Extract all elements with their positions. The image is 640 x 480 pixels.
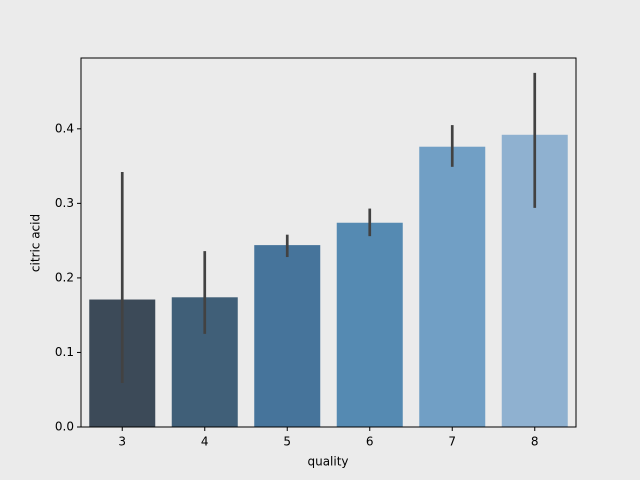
bar bbox=[336, 222, 403, 427]
bar bbox=[254, 245, 321, 427]
x-tick-label: 4 bbox=[201, 435, 209, 449]
x-tick-label: 7 bbox=[448, 435, 456, 449]
x-axis-label: quality bbox=[307, 455, 348, 469]
y-tick-label: 0.3 bbox=[55, 196, 74, 210]
x-tick-label: 8 bbox=[531, 435, 539, 449]
y-axis-label: citric acid bbox=[29, 214, 43, 272]
plot-frame bbox=[80, 57, 577, 428]
x-tick-label: 3 bbox=[118, 435, 126, 449]
x-tick-label: 5 bbox=[283, 435, 291, 449]
bar bbox=[419, 146, 486, 427]
y-tick-label: 0.0 bbox=[55, 420, 74, 434]
y-tick-label: 0.2 bbox=[55, 270, 74, 284]
y-tick-label: 0.4 bbox=[55, 121, 74, 135]
x-tick-label: 6 bbox=[366, 435, 374, 449]
y-tick-label: 0.1 bbox=[55, 345, 74, 359]
